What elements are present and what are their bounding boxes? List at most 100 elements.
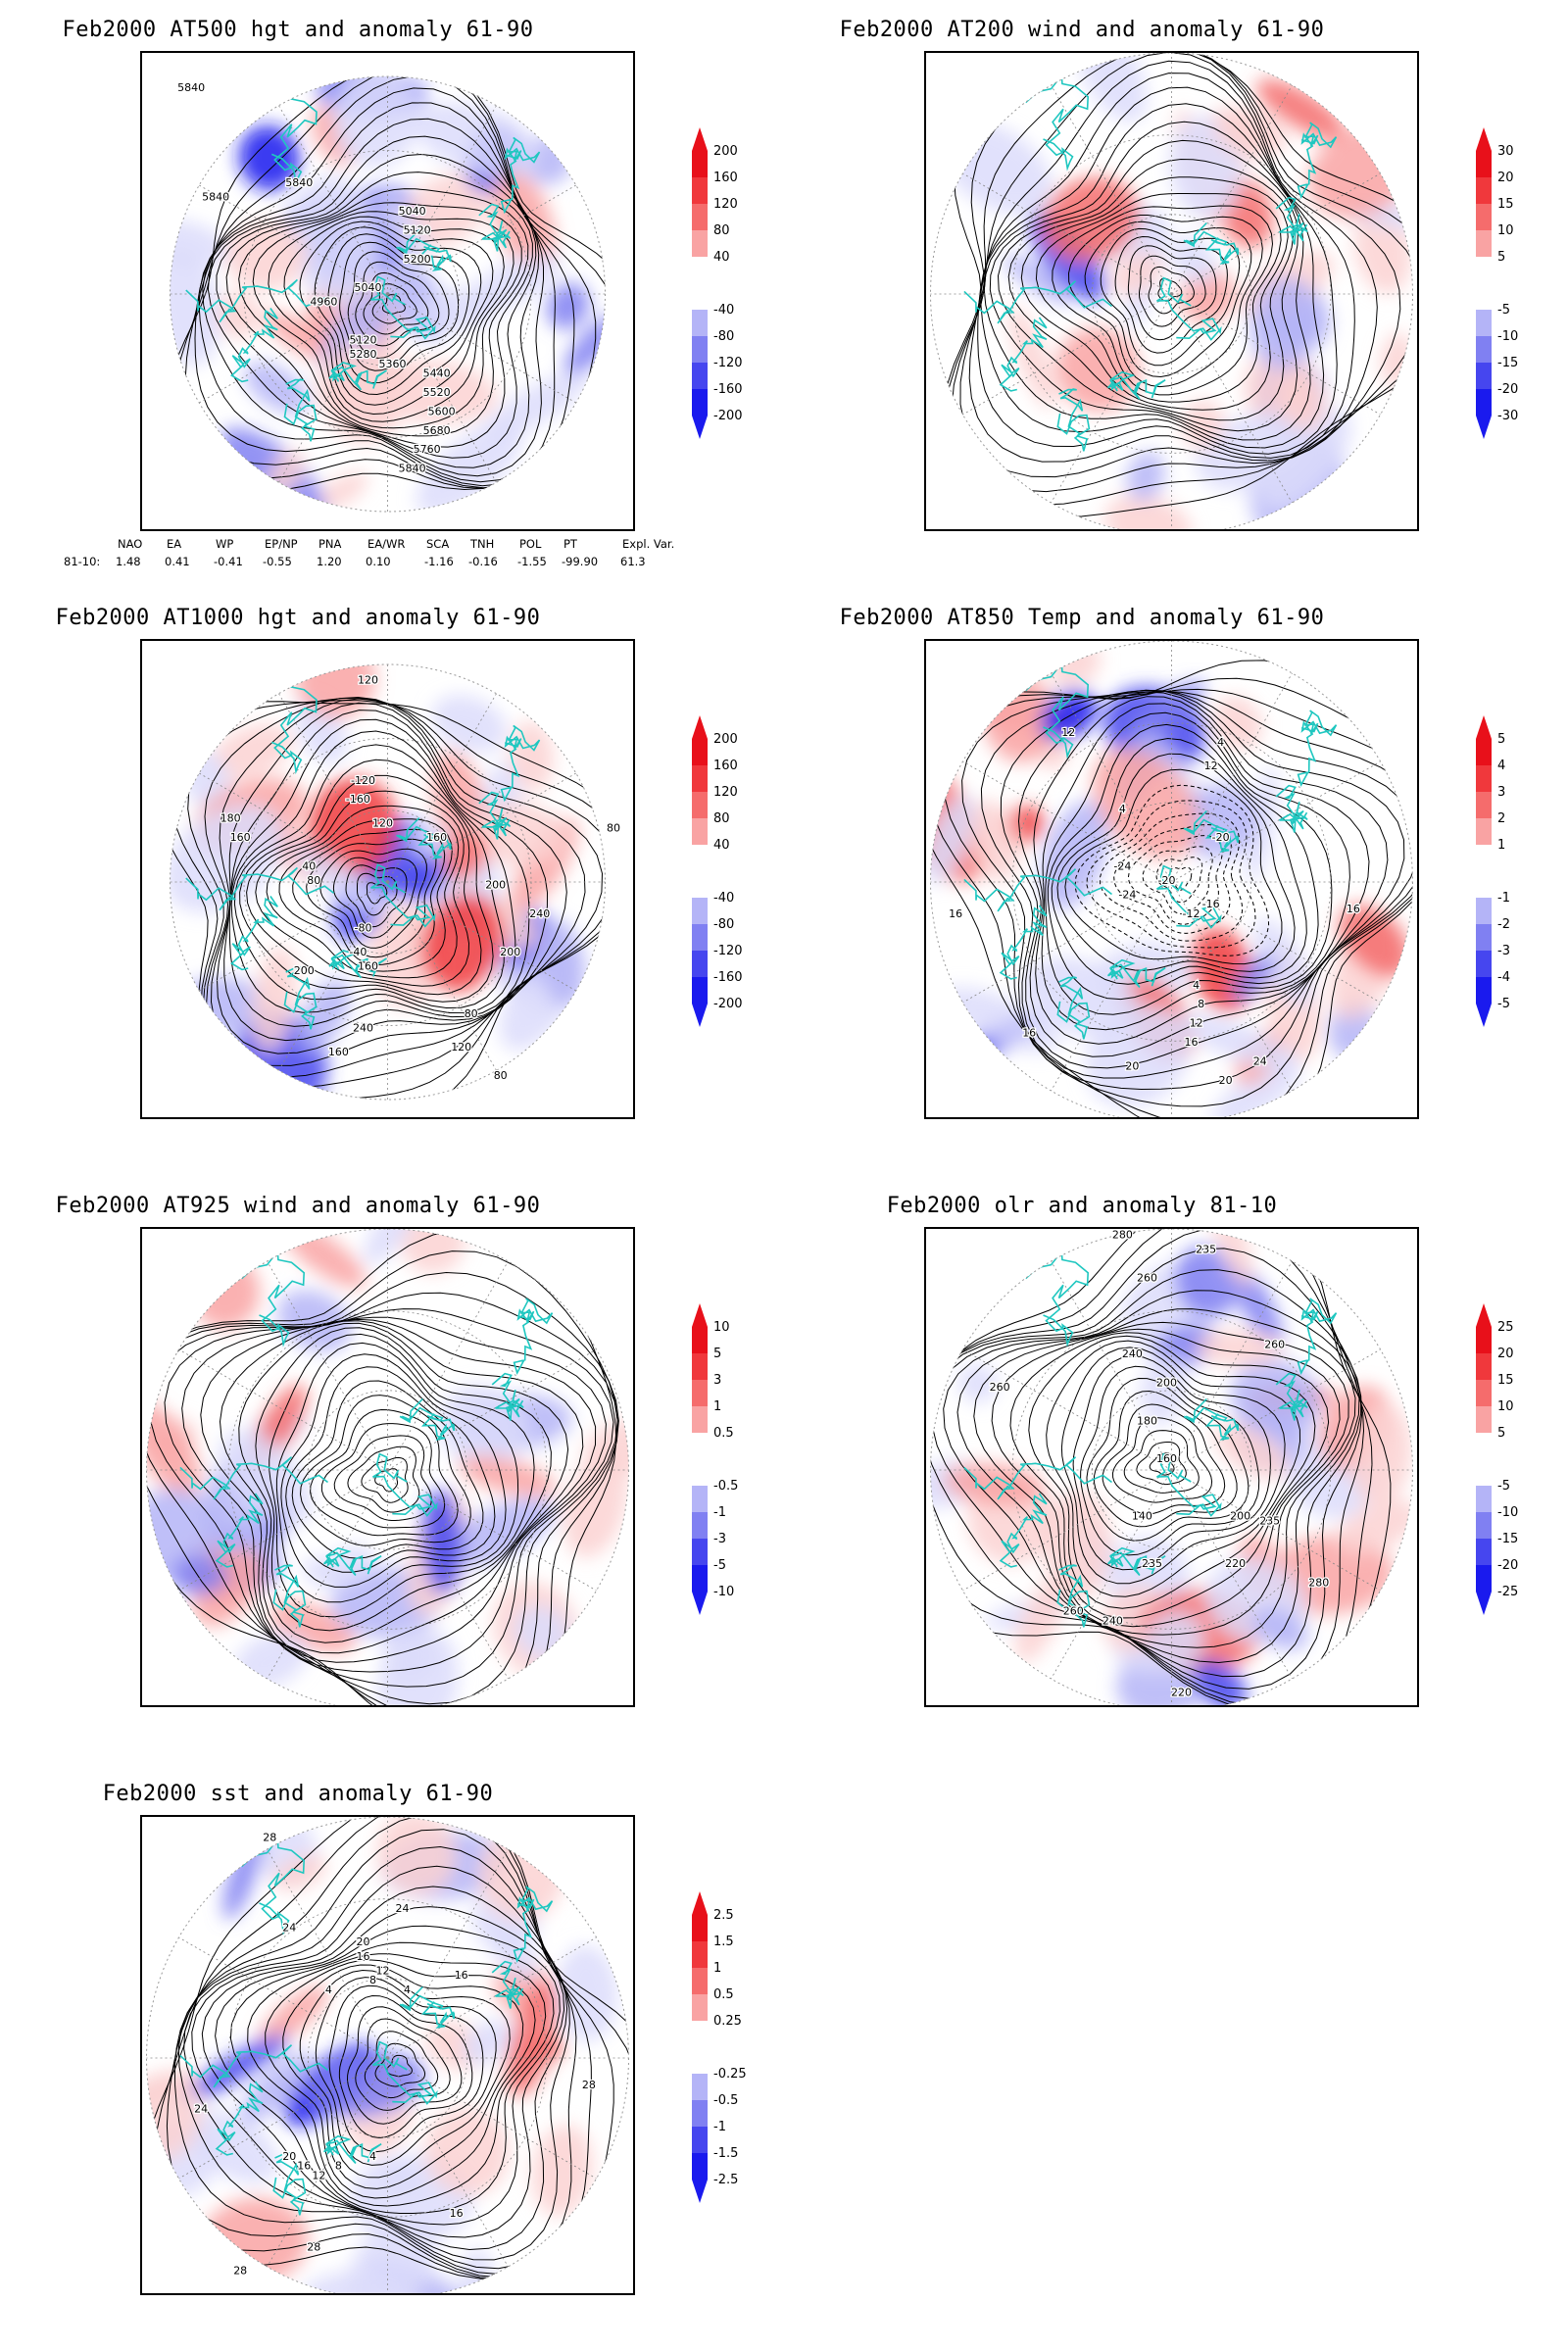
contour-label: -80	[355, 922, 372, 935]
panel-title: Feb2000 AT1000 hgt and anomaly 61-90	[55, 606, 541, 630]
colorbar-label: 40	[713, 838, 730, 853]
contour-label: 240	[529, 907, 550, 920]
map-rim	[930, 641, 1413, 1117]
contour-label: 235	[1259, 1514, 1280, 1527]
colorbar-arrow-top	[692, 1303, 708, 1327]
contour-label: 5840	[177, 81, 205, 94]
colorbar-segment	[692, 230, 708, 257]
contour-label: 5600	[428, 405, 456, 417]
colorbar-label: -80	[713, 917, 734, 932]
colorbar-label: 10	[1497, 223, 1514, 238]
contour-label: 260	[1264, 1339, 1285, 1351]
table-cell: -1.55	[517, 555, 547, 568]
colorbar-label: 2	[1497, 811, 1505, 826]
contour-label: 5520	[423, 386, 451, 399]
polar-map	[930, 53, 1413, 529]
contour-label: 240	[353, 1022, 373, 1035]
map-frame: 12 4 12 4 -20 -24 -20 -24 -16 -12 16 4 8 12 16 20 24 20 16…	[924, 639, 1419, 1119]
contour-label: 235	[1142, 1557, 1162, 1570]
table-cell: -0.16	[468, 555, 498, 568]
colorbar-segment	[692, 283, 708, 310]
table-header-cell: PNA	[318, 537, 342, 551]
panel-title: Feb2000 olr and anomaly 81-10	[886, 1194, 1278, 1218]
table-cell: 1.20	[317, 555, 342, 568]
colorbar: 10 5 3 1 0.5 -0.5 -1 -3 -5 -10	[692, 1303, 738, 1615]
colorbar-label: 15	[1497, 1373, 1514, 1388]
colorbar-segment	[692, 1327, 708, 1353]
colorbar-label: -1	[1497, 891, 1510, 906]
table-header-cell: EP/NP	[265, 537, 298, 551]
colorbar-label: 3	[713, 1373, 721, 1388]
contour-label: 120	[372, 817, 393, 830]
contour-label: 240	[1102, 1614, 1123, 1627]
colorbar-label: -0.5	[713, 1479, 738, 1494]
contour-label: 80	[465, 1007, 478, 1020]
colorbar-label: 5	[1497, 732, 1505, 747]
panel-wind925: Feb2000 AT925 wind and anomaly 61-90 10 5 3…	[0, 1176, 784, 1764]
colorbar-segment	[1476, 204, 1492, 230]
colorbar-segment	[1476, 924, 1492, 951]
table-header-cell: EA	[167, 537, 182, 551]
colorbar: 30 20 15 10 5 -5 -10 -15 -20 -30	[1476, 127, 1518, 439]
anomaly-shading	[930, 642, 1411, 1117]
colorbar-segment	[1476, 336, 1492, 363]
panel-hgt1000: Feb2000 AT1000 hgt and anomaly 61-90 120 -…	[0, 588, 784, 1176]
colorbar-label: -15	[1497, 1532, 1518, 1546]
colorbar-label: 0.5	[713, 1426, 734, 1441]
contour-label: 16	[1022, 1026, 1036, 1039]
contour-label: 12	[1204, 760, 1218, 772]
contour-label: 28	[233, 2265, 247, 2278]
colorbar-label: -160	[713, 970, 743, 985]
colorbar-segment	[692, 2074, 708, 2100]
polar-map: 12 4 12 4 -20 -24 -20 -24 -16-12 16 4 8 12 16 20 24 20 16…	[930, 641, 1413, 1117]
colorbar-segment	[1476, 818, 1492, 845]
colorbar-label: 0.25	[713, 2014, 742, 2029]
colorbar-segment	[692, 1994, 708, 2021]
contour-label: 200	[294, 964, 315, 977]
table-header-cell: Expl. Var.	[622, 537, 675, 551]
colorbar-segment	[1476, 898, 1492, 924]
colorbar-label: -5	[1497, 997, 1510, 1011]
contour-label: 12	[312, 2169, 325, 2181]
colorbar-arrow-top	[692, 1891, 708, 1915]
colorbar: 200 160 120 80 40 -40 -80 -120 -160 -200	[692, 127, 743, 439]
coastlines	[185, 88, 541, 442]
contour-label: 160	[358, 959, 378, 972]
colorbar-segment	[692, 1353, 708, 1380]
coastlines	[185, 676, 541, 1030]
contour-label: 4	[1119, 803, 1126, 815]
contour-label: 16	[1185, 1036, 1199, 1049]
contour-label: 280	[1308, 1577, 1329, 1590]
colorbar-segment	[1476, 1433, 1492, 1459]
contour-label: 200	[485, 879, 506, 892]
colorbar-segment	[692, 151, 708, 177]
contour-label: -12	[1183, 907, 1200, 920]
colorbar-label: -5	[713, 1558, 726, 1573]
colorbar-segment	[1476, 389, 1492, 416]
contour-label: 20	[282, 2150, 296, 2163]
colorbar-arrow-top	[692, 127, 708, 151]
colorbar-arrow-top	[1476, 1303, 1492, 1327]
colorbar-arrow-bottom	[1476, 1592, 1492, 1615]
polar-map: 5840584058405040512052005040496051205280…	[170, 75, 606, 513]
colorbar-label: 3	[1497, 785, 1505, 800]
contour-label: 5120	[350, 334, 377, 347]
contour-label: 4	[404, 1984, 411, 1996]
colorbar-label: 20	[1497, 171, 1514, 185]
contour-label: 12	[1061, 726, 1075, 739]
colorbar-label: 80	[713, 223, 730, 238]
colorbar-label: -160	[713, 382, 743, 397]
colorbar-arrow-bottom	[1476, 1004, 1492, 1027]
contour-label: 160	[328, 1046, 349, 1058]
contour-label: 28	[263, 1831, 276, 1843]
polar-map: 280 235 260 260 240 200 180 160 140 235 200 260 235 2…	[930, 1229, 1413, 1705]
contour-label: 80	[307, 874, 320, 887]
colorbar-segment	[692, 2100, 708, 2127]
contour-label: 4960	[310, 296, 337, 309]
contour-label: 20	[1125, 1059, 1139, 1072]
coastlines	[963, 661, 1338, 1040]
contour-label: 16	[455, 1969, 468, 1982]
contour-label: 280	[1112, 1229, 1133, 1242]
